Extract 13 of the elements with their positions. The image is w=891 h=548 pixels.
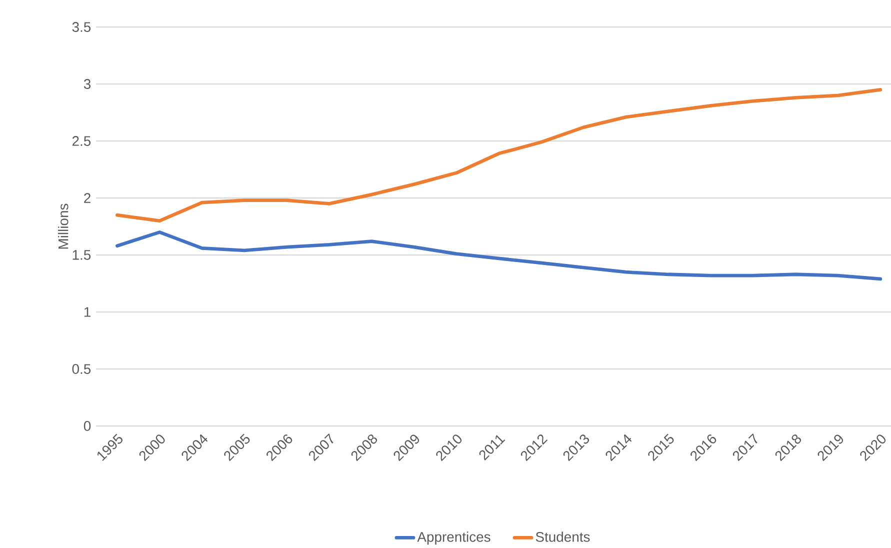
- y-tick-label: 3: [84, 79, 91, 89]
- line-series: [116, 88, 882, 222]
- y-tick-label: 0.5: [72, 364, 91, 374]
- line-series: [116, 230, 882, 281]
- y-tick-label: 0: [84, 421, 91, 431]
- y-tick-label: 2.5: [72, 136, 91, 146]
- legend-label: Students: [536, 532, 590, 542]
- y-tick-label: 2: [84, 193, 90, 203]
- y-tick-label: 1: [84, 307, 90, 317]
- legend-label: Apprentices: [417, 532, 490, 545]
- y-axis-title: Millions: [58, 204, 68, 249]
- y-tick-label: 3.5: [72, 22, 91, 32]
- y-tick-label: 1.5: [72, 250, 91, 260]
